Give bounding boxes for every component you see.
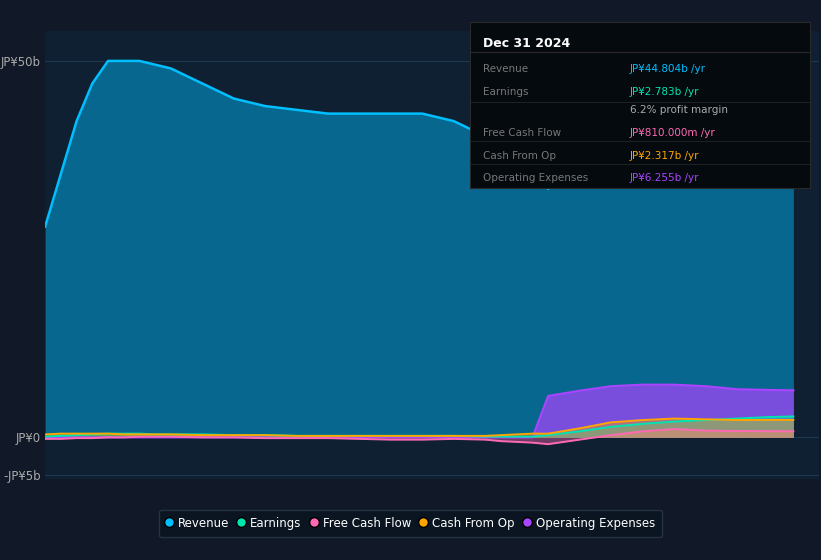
Text: 6.2% profit margin: 6.2% profit margin: [630, 105, 727, 115]
Text: Free Cash Flow: Free Cash Flow: [484, 128, 562, 138]
Text: JP¥44.804b /yr: JP¥44.804b /yr: [630, 64, 706, 74]
Text: Earnings: Earnings: [484, 87, 529, 97]
Text: Cash From Op: Cash From Op: [484, 151, 557, 161]
Text: JP¥2.317b /yr: JP¥2.317b /yr: [630, 151, 699, 161]
Text: JP¥810.000m /yr: JP¥810.000m /yr: [630, 128, 715, 138]
Legend: Revenue, Earnings, Free Cash Flow, Cash From Op, Operating Expenses: Revenue, Earnings, Free Cash Flow, Cash …: [158, 510, 663, 537]
Text: Revenue: Revenue: [484, 64, 529, 74]
Text: JP¥2.783b /yr: JP¥2.783b /yr: [630, 87, 699, 97]
Text: Dec 31 2024: Dec 31 2024: [484, 38, 571, 50]
Text: JP¥6.255b /yr: JP¥6.255b /yr: [630, 172, 699, 183]
Text: Operating Expenses: Operating Expenses: [484, 172, 589, 183]
